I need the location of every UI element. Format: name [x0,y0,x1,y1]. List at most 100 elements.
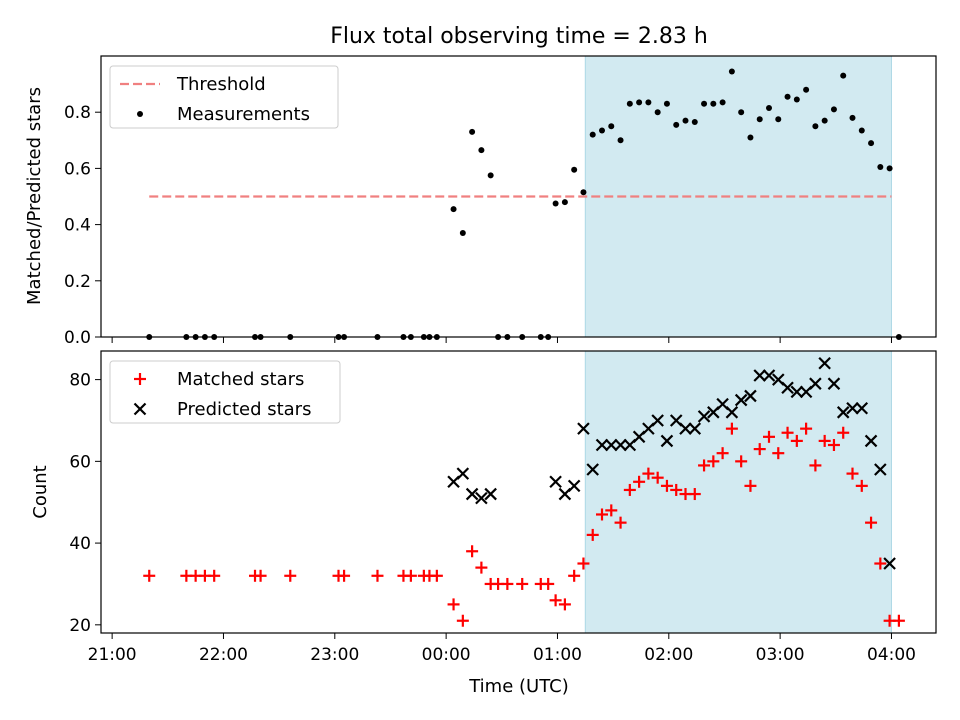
marker-stroke [577,422,590,435]
y-axis-label: Matched/Predicted stars [24,87,45,305]
y-tick-label: 40 [69,534,91,554]
predicted-star-marker [679,422,692,435]
measurement-point [710,100,717,107]
measurement-point [868,140,875,147]
measurement-point [608,123,615,130]
matched-star-marker [837,426,850,439]
measurement-point [617,137,624,144]
predicted-star-marker [762,369,776,382]
predicted-star-marker [725,406,739,419]
matched-star-marker [338,569,351,582]
measurement-point [673,121,680,128]
matched-star-marker [447,598,460,611]
marker-stroke [595,438,609,452]
predicted-star-marker [484,487,497,501]
matched-star-marker [753,443,766,456]
observing-window-span [585,351,892,633]
matched-star-marker [558,598,571,611]
matched-star-marker [800,422,813,435]
matched-star-marker [772,447,785,460]
marker-stroke [762,369,776,382]
predicted-star-marker [697,410,711,423]
matched-star-marker [596,508,608,521]
measurement-point [459,230,466,237]
matched-star-marker [143,569,156,582]
matched-star-marker [670,483,683,496]
measurement-point [830,106,837,113]
matched-star-marker [660,479,673,492]
y-tick-label: 0.0 [64,328,91,348]
measurement-point [552,200,559,207]
marker-stroke [744,389,757,403]
measurement-point [645,99,652,106]
measurement-point [478,147,485,154]
measurement-point [858,127,865,134]
matched-star-marker [466,545,479,558]
x-tick-label: 01:00 [533,645,582,665]
marker-stroke [836,406,850,419]
measurement-point [599,127,605,134]
x-tick-label: 02:00 [644,645,693,665]
marker-stroke [697,410,711,423]
matched-star-marker [725,422,738,435]
axes-frame [100,350,937,634]
marker-stroke [781,381,794,395]
measurement-point [589,131,596,138]
predicted-star-marker [827,377,841,390]
y-tick-label: 0.6 [64,159,91,179]
bottom-axes: 20 40 60 80 21:00 22:00 23:00 00:00 01:00 02:00 03… [30,350,937,697]
legend-measurement-swatch [137,111,143,117]
matched-star-marker [892,614,905,627]
marker-stroke [716,397,729,411]
x-tick-label: 22:00 [199,645,248,665]
matched-star-marker [855,479,868,492]
marker-stroke [827,377,841,390]
marker-stroke [586,463,600,476]
x-axis-label: Time (UTC) [468,676,569,697]
marker-stroke [567,479,581,493]
marker-stroke [660,434,674,448]
predicted-star-marker [883,557,896,570]
measurement-point [719,99,726,106]
matched-star-marker [430,569,443,582]
marker-stroke [679,422,692,435]
matched-star-marker [818,434,831,447]
matched-star-marker [707,455,720,468]
legend-box [109,65,339,129]
measurement-point [469,128,476,135]
chart-title: Flux total observing time = 2.83 h [330,24,708,49]
measurement-point [626,100,633,107]
predicted-star-marker [614,438,627,452]
measurement-point [580,189,587,196]
measurement-point [803,86,810,93]
predicted-star-marker [651,414,664,427]
matched-star-marker [763,430,775,443]
matched-star-marker [577,557,590,570]
matched-star-marker [781,426,794,439]
predicted-star-marker [567,479,581,493]
predicted-star-marker [456,467,470,480]
matched-star-marker [568,569,581,582]
predicted-star-marker [604,438,618,452]
measurement-point [691,119,698,126]
y-tick-label: 20 [69,616,91,636]
x-tick-label: 04:00 [867,645,916,665]
measurement-point [756,116,763,123]
y-tick-label: 0.4 [64,216,91,236]
predicted-star-marker [586,463,600,476]
predicted-star-marker [846,401,859,415]
matched-star-marker [371,569,384,582]
predicted-star-marker [790,385,804,399]
matched-star-marker [516,577,529,590]
measurement-point [571,166,578,173]
matched-star-marker [651,471,664,484]
marker-stroke [846,401,859,415]
measurement-point [784,93,791,100]
matched-star-marker [284,569,297,582]
marker-stroke [790,385,804,399]
measurement-point [877,163,884,170]
predicted-star-marker [688,422,702,435]
matched-star-marker [744,479,757,492]
measurement-point [812,123,819,130]
